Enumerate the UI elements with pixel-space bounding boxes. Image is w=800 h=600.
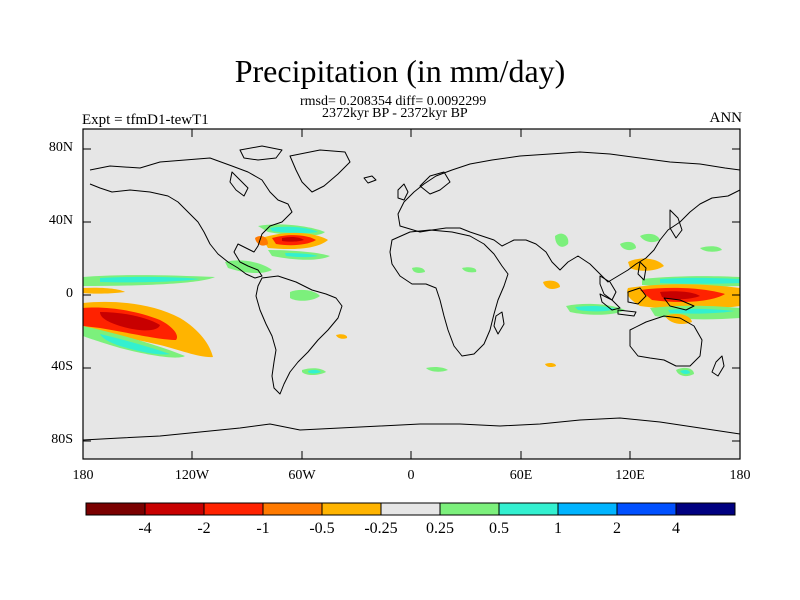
lon-label-180w: 180 — [72, 468, 94, 483]
colorbar-label-5: 0.25 — [426, 520, 454, 537]
stats-line: rmsd= 0.208354 diff= 0.0092299 — [300, 94, 487, 109]
lon-label-60e: 60E — [509, 468, 533, 483]
precip-wpac-green-n2 — [640, 233, 660, 243]
colorbar-swatch-2 — [203, 502, 264, 516]
coast-south-america — [255, 275, 343, 395]
colorbar-label-3: -0.5 — [309, 520, 335, 537]
lon-label-120w: 120W — [174, 468, 210, 483]
precip-itcz-orange — [83, 287, 125, 294]
precip-natl-darkred — [282, 236, 304, 242]
axis-ticks — [82, 129, 741, 459]
plot-title: Precipitation (in mm/day) — [234, 53, 566, 89]
precip-itcz-cyan — [100, 276, 200, 283]
period-line: 2372kyr BP - 2372kyr BP — [322, 106, 468, 121]
precip-satl-green-2 — [426, 366, 448, 372]
coast-hudson — [229, 171, 249, 197]
lon-label-0: 0 — [407, 468, 415, 483]
precip-satl-orange — [545, 362, 556, 368]
colorbar-swatch-1 — [144, 502, 205, 516]
precip-wpac-darkred — [660, 291, 700, 300]
coast-borneo — [627, 287, 647, 305]
precip-wpac-orange-n — [628, 258, 664, 271]
colorbar-swatch-3 — [262, 502, 323, 516]
precip-wpac-green-n3 — [700, 246, 722, 252]
coast-scandinavia — [419, 171, 451, 195]
coast-iceland — [363, 175, 377, 184]
precip-indian-orange — [543, 280, 560, 290]
colorbar-label-9: 4 — [672, 520, 680, 537]
lat-label-80n: 80N — [48, 140, 73, 155]
coast-africa — [389, 229, 509, 357]
coast-north-america — [89, 157, 293, 279]
precip-atl-green-2 — [412, 267, 425, 273]
precip-natl-cyan-south — [285, 253, 318, 258]
coast-arctic-islands — [239, 145, 283, 161]
colorbar-swatch-0 — [85, 502, 146, 516]
precip-nz-cyan — [680, 369, 690, 375]
colorbar — [85, 502, 736, 516]
coast-philippines — [637, 261, 647, 281]
coast-greenland — [289, 149, 351, 193]
colorbar-label-7: 1 — [554, 520, 562, 537]
colorbar-swatch-9 — [616, 502, 677, 516]
precip-wpac-green-n1 — [620, 241, 636, 251]
precip-indian-green — [555, 233, 569, 247]
precip-atl-green-3 — [462, 267, 477, 273]
coast-australia — [629, 315, 703, 367]
coast-newguinea — [663, 297, 695, 311]
lat-label-80s: 80S — [51, 432, 73, 447]
precip-pacific-green-south — [83, 326, 185, 358]
precip-centam-green — [225, 260, 272, 274]
precip-satl-cyan — [308, 369, 321, 374]
lat-label-40n: 40N — [48, 213, 73, 228]
experiment-label: Expt = tfmD1-tewT1 — [82, 112, 209, 128]
colorbar-swatch-6 — [439, 502, 500, 516]
colorbar-label-4: -0.25 — [364, 520, 398, 537]
season-label: ANN — [709, 110, 743, 126]
precip-atl-orange-s — [336, 334, 348, 339]
coast-madagascar — [493, 311, 505, 335]
coast-eurasia — [397, 151, 741, 283]
precip-natl-west-orange — [255, 236, 268, 246]
colorbar-swatch-8 — [557, 502, 618, 516]
precip-pacific-darkred — [100, 312, 160, 331]
coastlines — [82, 145, 741, 441]
coast-java — [617, 309, 637, 317]
lon-label-180e: 180 — [729, 468, 751, 483]
lat-label-eq: 0 — [66, 286, 73, 301]
coast-japan — [669, 209, 683, 239]
coast-antarctica — [82, 417, 741, 441]
colorbar-label-1: -2 — [197, 520, 211, 537]
colorbar-label-0: -4 — [138, 520, 152, 537]
coast-uk — [397, 183, 409, 201]
precip-wpac-cyan-band — [660, 277, 740, 284]
lon-label-120e: 120E — [615, 468, 645, 483]
colorbar-swatch-4 — [321, 502, 382, 516]
lon-label-60w: 60W — [288, 468, 316, 483]
precip-atl-green — [290, 289, 320, 301]
precip-pacific-cyan-south — [100, 334, 170, 355]
precip-indian-cyan — [575, 305, 616, 312]
precip-natl-cyan — [270, 226, 318, 234]
colorbar-label-2: -1 — [256, 520, 270, 537]
coast-nz — [711, 355, 725, 377]
coast-sumatra — [599, 293, 621, 311]
lat-label-40s: 40S — [51, 359, 73, 374]
colorbar-swatch-5 — [380, 502, 441, 516]
colorbar-swatch-7 — [498, 502, 559, 516]
colorbar-label-6: 0.5 — [489, 520, 509, 537]
colorbar-label-8: 2 — [613, 520, 621, 537]
colorbar-swatch-10 — [675, 502, 736, 516]
